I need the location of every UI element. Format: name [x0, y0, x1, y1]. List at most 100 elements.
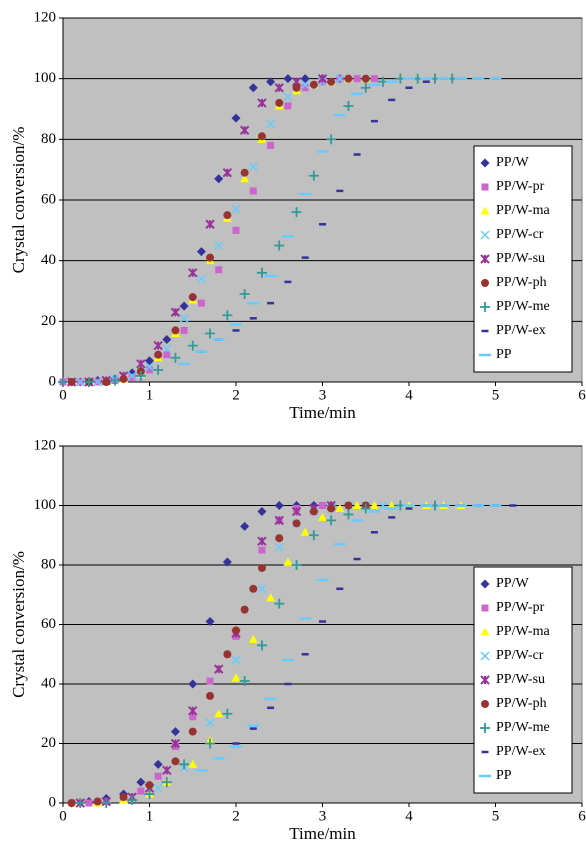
- legend-label: PP/W-pr: [496, 600, 545, 615]
- y-tick-label: 120: [34, 9, 57, 25]
- x-tick-label: 6: [578, 808, 586, 824]
- point: [83, 377, 94, 387]
- legend-label: PP/W-ph: [496, 275, 547, 290]
- point: [232, 226, 240, 234]
- point: [257, 98, 267, 108]
- point: [222, 167, 233, 178]
- y-tick-label: 60: [41, 191, 56, 207]
- point: [292, 83, 301, 92]
- point: [274, 598, 285, 609]
- point: [274, 542, 284, 552]
- legend-label: PP/W-me: [496, 720, 550, 735]
- y-axis-title: Crystal conversion/%: [9, 551, 28, 698]
- point: [109, 375, 120, 386]
- point: [170, 352, 181, 363]
- point: [223, 650, 232, 659]
- point: [67, 799, 76, 807]
- point: [317, 73, 328, 84]
- point: [266, 119, 276, 129]
- y-axis-title: Crystal conversion/%: [9, 127, 28, 274]
- point: [205, 718, 215, 728]
- point: [170, 307, 181, 317]
- point: [144, 362, 155, 372]
- point: [343, 509, 354, 520]
- point: [239, 125, 250, 135]
- point: [127, 371, 137, 381]
- point: [353, 75, 361, 83]
- legend-label: PP/W-ex: [496, 744, 546, 759]
- point: [179, 759, 190, 770]
- point: [197, 299, 205, 307]
- point: [75, 377, 85, 387]
- point: [145, 356, 154, 366]
- y-tick-label: 40: [41, 675, 56, 691]
- point: [196, 274, 206, 284]
- x-axis-title: Time/min: [289, 403, 356, 422]
- point: [240, 521, 250, 531]
- point: [188, 268, 198, 278]
- y-tick-label: 100: [34, 70, 57, 86]
- point: [153, 759, 163, 769]
- point: [360, 82, 371, 93]
- point: [257, 584, 267, 594]
- point: [301, 84, 309, 92]
- point: [274, 83, 284, 93]
- legend-marker: [480, 302, 490, 312]
- legend-label: PP/W-me: [496, 299, 550, 314]
- legend-label: PP/W-cr: [496, 227, 544, 242]
- point: [274, 515, 284, 526]
- x-tick-label: 2: [232, 808, 240, 824]
- legend-marker: [480, 230, 490, 240]
- point: [360, 503, 371, 514]
- point: [343, 100, 354, 111]
- y-tick-label: 0: [49, 794, 57, 810]
- point: [222, 708, 233, 719]
- point: [162, 335, 172, 345]
- point: [163, 351, 171, 359]
- point: [137, 787, 145, 795]
- point: [308, 170, 319, 181]
- point: [249, 584, 258, 593]
- legend-label: PP/W: [496, 155, 529, 170]
- x-tick-label: 1: [146, 808, 154, 824]
- point: [188, 727, 197, 736]
- point: [189, 713, 197, 721]
- point: [171, 326, 180, 335]
- point: [170, 738, 181, 749]
- point: [171, 757, 180, 766]
- point: [188, 293, 197, 302]
- point: [231, 113, 241, 123]
- point: [136, 359, 146, 369]
- x-tick-label: 4: [405, 808, 413, 824]
- point: [231, 673, 241, 682]
- point: [170, 727, 180, 737]
- point: [213, 664, 224, 674]
- point: [283, 92, 293, 102]
- point: [274, 501, 284, 510]
- point: [206, 691, 215, 700]
- point: [266, 593, 276, 602]
- point: [309, 80, 318, 89]
- legend-marker: [480, 254, 490, 264]
- legend-label: PP/W-pr: [496, 179, 545, 194]
- point: [161, 777, 172, 788]
- point: [291, 506, 302, 517]
- point: [284, 102, 292, 110]
- point: [256, 267, 267, 278]
- point: [187, 340, 198, 351]
- point: [319, 502, 326, 509]
- point: [145, 781, 154, 790]
- point: [258, 546, 266, 554]
- point: [308, 530, 319, 541]
- point: [231, 204, 241, 214]
- point: [205, 328, 216, 339]
- point: [369, 501, 379, 509]
- point: [275, 534, 284, 543]
- point: [257, 506, 267, 516]
- point: [257, 536, 267, 546]
- point: [188, 759, 198, 768]
- chart: 0 20 40 60 80 100 120 0 1 2 3 4 5 6 Time/min Crystal co…: [9, 437, 586, 842]
- point: [214, 240, 224, 251]
